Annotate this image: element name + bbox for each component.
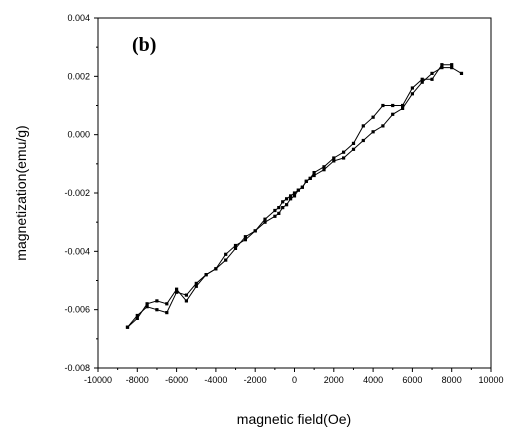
data-point: [263, 217, 267, 221]
data-point: [175, 287, 179, 291]
data-point: [281, 206, 285, 210]
data-point: [273, 214, 277, 218]
data-point: [322, 165, 326, 169]
data-point: [420, 77, 424, 81]
data-point: [194, 284, 198, 288]
data-point: [289, 194, 293, 198]
data-point: [135, 316, 139, 320]
y-tick-label: 0.002: [67, 71, 90, 81]
data-point: [277, 206, 281, 210]
data-point: [263, 220, 267, 224]
data-point: [224, 258, 228, 262]
data-point: [312, 171, 316, 175]
data-point: [194, 281, 198, 285]
data-point: [165, 302, 169, 306]
data-point: [243, 238, 247, 242]
data-point: [281, 200, 285, 204]
data-point: [204, 273, 208, 277]
data-point: [300, 185, 304, 189]
x-tick-label: 0: [292, 375, 297, 385]
x-tick-label: -10000: [84, 375, 112, 385]
data-point: [292, 191, 297, 195]
data-point: [155, 308, 159, 312]
data-point: [308, 176, 312, 180]
x-tick-label: -8000: [126, 375, 149, 385]
x-tick-label: 8000: [442, 375, 462, 385]
series-line-2: [127, 64, 452, 328]
data-point: [342, 156, 346, 160]
panel-label: (b): [132, 34, 156, 56]
data-point: [391, 103, 395, 108]
data-point: [410, 92, 414, 96]
y-tick-label: -0.002: [64, 188, 90, 198]
data-point: [184, 293, 188, 297]
y-tick-label: -0.004: [64, 246, 90, 256]
data-point: [381, 103, 385, 108]
data-point: [285, 203, 289, 207]
y-tick-label: 0.000: [67, 130, 90, 140]
data-point: [351, 141, 356, 145]
data-point: [296, 188, 300, 192]
x-tick-label: 10000: [478, 375, 503, 385]
data-point: [125, 325, 130, 329]
data-point: [440, 66, 444, 70]
data-point: [277, 211, 281, 215]
data-point: [224, 252, 228, 256]
x-tick-label: 2000: [324, 375, 344, 385]
data-point: [430, 77, 434, 81]
data-point: [450, 66, 454, 70]
x-tick-label: 4000: [363, 375, 383, 385]
data-point: [312, 173, 316, 178]
data-point: [243, 235, 247, 239]
data-point: [342, 150, 346, 154]
data-point: [361, 138, 365, 143]
x-tick-label: 6000: [402, 375, 422, 385]
x-tick-label: -2000: [244, 375, 267, 385]
data-point: [155, 299, 159, 303]
data-point: [371, 115, 375, 119]
y-tick-label: -0.006: [64, 305, 90, 315]
y-tick-label: -0.008: [64, 363, 90, 373]
x-axis-ticks: -10000 -8000 -6000 -4000 -2000 0 2000 4000 6000 8…: [84, 368, 504, 385]
data-point: [233, 243, 238, 248]
y-axis-label: magnetization(emu/g): [13, 125, 29, 260]
data-point: [322, 168, 326, 172]
data-point: [233, 246, 238, 250]
data-point: [361, 124, 365, 128]
data-point: [381, 124, 385, 128]
data-point: [450, 63, 454, 67]
data-point: [145, 305, 149, 309]
y-tick-label: 0.004: [67, 13, 90, 23]
data-point: [401, 103, 405, 108]
data-point: [430, 71, 434, 75]
data-point: [285, 197, 289, 201]
data-point: [304, 179, 308, 183]
x-tick-label: -6000: [165, 375, 188, 385]
data-point: [175, 290, 179, 294]
data-point: [459, 71, 464, 75]
data-point: [184, 299, 188, 303]
data-point: [145, 302, 149, 306]
y-axis-ticks: -0.008 -0.006 -0.004 -0.002 0.000 0.002 0.004: [64, 13, 98, 373]
data-point: [401, 106, 405, 110]
data-point: [289, 197, 293, 201]
data-point: [410, 86, 414, 90]
x-axis-label: magnetic field(Oe): [237, 411, 351, 427]
data-point: [292, 194, 297, 198]
data-point: [214, 267, 218, 271]
data-point: [135, 313, 139, 318]
data-point: [253, 229, 257, 233]
data-point: [273, 208, 277, 213]
data-point: [351, 147, 356, 151]
data-point: [440, 63, 444, 67]
data-point: [332, 159, 336, 163]
data-point: [332, 156, 336, 160]
series-layer: [125, 63, 464, 329]
x-tick-label: -4000: [204, 375, 227, 385]
data-point: [420, 80, 424, 84]
data-point: [391, 112, 395, 116]
data-point: [165, 311, 169, 315]
data-point: [371, 130, 375, 134]
